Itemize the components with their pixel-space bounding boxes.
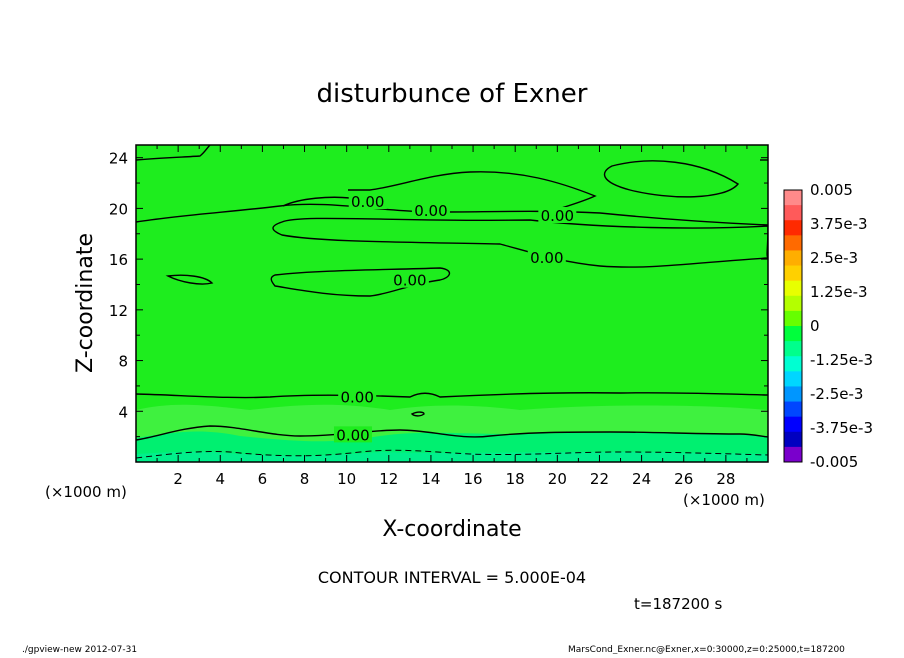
y-tick-label: 16	[109, 251, 128, 269]
colorbar-tick-label: 1.25e-3	[810, 283, 868, 301]
x-axis-ticks: 2 4 6 8 10 12 14 16 18 20 22 24 26 28	[156, 145, 748, 488]
contour-label-bg	[338, 388, 377, 405]
contour-label-bg	[348, 193, 387, 210]
x-tick-label: 10	[337, 470, 356, 488]
colorbar-swatch	[784, 205, 802, 221]
contour-label-bg	[527, 248, 566, 265]
plot-area: 0.00 0.00 0.00 0.00 0.00 0.00 0.00	[136, 145, 768, 462]
contour-label: 0.00	[340, 388, 373, 406]
chart-title: disturbunce of Exner	[317, 79, 588, 109]
colorbar-tick-label: 3.75e-3	[810, 215, 868, 233]
footer-source: MarsCond_Exner.nc@Exner,x=0:30000,z=0:25…	[568, 645, 845, 654]
contour-upper-lobe	[369, 171, 597, 216]
contour-label: 0.00	[541, 207, 574, 225]
colorbar-frame	[783, 189, 803, 463]
x-tick-label: 26	[674, 470, 693, 488]
contour-label-bg	[538, 207, 577, 224]
contour-labels: 0.00 0.00 0.00 0.00 0.00 0.00 0.00	[333, 193, 577, 444]
x-unit-left: (×1000 m)	[45, 483, 127, 501]
contour-closed-left-small	[165, 274, 214, 285]
colorbar-tick-label: -0.005	[810, 453, 858, 471]
contour-upper-rise	[282, 196, 351, 207]
colorbar-swatch	[784, 220, 802, 236]
contour-dashed-surface	[136, 449, 768, 459]
colorbar-swatch	[784, 265, 802, 282]
contour-label: 0.00	[393, 272, 426, 290]
colorbar-tick-label: 2.5e-3	[810, 249, 858, 267]
colorbar: 0.005 3.75e-3 2.5e-3 1.25e-3 0 -1.25e-3 -2.5e-…	[783, 181, 873, 471]
contour-label-bg	[333, 426, 372, 443]
colorbar-swatch	[784, 190, 802, 206]
contour-lower-ring	[410, 411, 425, 417]
colorbar-tick-label: -2.5e-3	[810, 385, 863, 403]
y-tick-label: 24	[109, 150, 128, 168]
x-tick-label: 24	[632, 470, 651, 488]
contour-lower-upper	[136, 392, 768, 399]
footer-program: ./gpview-new 2012-07-31	[22, 645, 137, 654]
y-tick-label: 4	[118, 403, 128, 421]
x-tick-label: 2	[173, 470, 183, 488]
contour-lower	[136, 425, 768, 441]
colorbar-swatch	[784, 310, 802, 327]
colorbar-swatches	[784, 190, 802, 463]
x-tick-label: 20	[548, 470, 567, 488]
contour-label-bg	[390, 271, 429, 288]
contour-label: 0.00	[336, 426, 369, 444]
colorbar-swatch	[784, 371, 802, 387]
x-unit-right: (×1000 m)	[683, 491, 765, 509]
x-tick-label: 8	[300, 470, 310, 488]
y-tick-label: 12	[109, 302, 128, 320]
contour-label-bg	[411, 201, 450, 218]
colorbar-swatch	[784, 295, 802, 312]
x-tick-label: 28	[716, 470, 735, 488]
colorbar-swatch	[784, 326, 802, 342]
x-tick-label: 12	[379, 470, 398, 488]
x-axis-label: X-coordinate	[382, 517, 521, 542]
x-tick-label: 4	[215, 470, 225, 488]
x-tick-label: 6	[258, 470, 268, 488]
x-tick-label: 14	[421, 470, 440, 488]
time-text: t=187200 s	[634, 595, 722, 613]
colorbar-swatch	[784, 356, 802, 372]
colorbar-swatch	[784, 431, 802, 448]
y-axis-ticks: 4 8 12 16 20 24	[109, 150, 768, 438]
contour-dashed	[136, 449, 768, 459]
y-axis-label: Z-coordinate	[73, 233, 98, 373]
colorbar-swatch	[784, 401, 802, 418]
colorbar-swatch	[784, 235, 802, 251]
contour-closed-upper-left	[272, 217, 768, 268]
colorbar-tick-label: 0.005	[810, 181, 853, 199]
colorbar-tick-label: -1.25e-3	[810, 351, 873, 369]
y-tick-label: 8	[118, 353, 128, 371]
colorbar-swatch	[784, 280, 802, 297]
contour-interval-text: CONTOUR INTERVAL = 5.000E-04	[318, 568, 586, 587]
x-tick-label: 16	[464, 470, 483, 488]
contour-closed-upper-right	[603, 160, 740, 198]
colorbar-swatch	[784, 446, 802, 463]
contour-label: 0.00	[414, 202, 447, 220]
colorbar-swatch	[784, 416, 802, 433]
colorbar-tick-label: -3.75e-3	[810, 419, 873, 437]
x-tick-label: 22	[590, 470, 609, 488]
x-tick-label: 18	[506, 470, 525, 488]
contour-label: 0.00	[530, 249, 563, 267]
colorbar-swatch	[784, 341, 802, 357]
colorbar-swatch	[784, 386, 802, 403]
contour-top-edge	[136, 145, 211, 161]
field-surface	[136, 451, 768, 462]
colorbar-tick-label: 0	[810, 317, 820, 335]
colorbar-swatch	[784, 250, 802, 267]
contour-label: 0.00	[351, 193, 384, 211]
y-tick-label: 20	[109, 200, 128, 218]
colorbar-labels: 0.005 3.75e-3 2.5e-3 1.25e-3 0 -1.25e-3 -2.5e-…	[810, 181, 873, 471]
